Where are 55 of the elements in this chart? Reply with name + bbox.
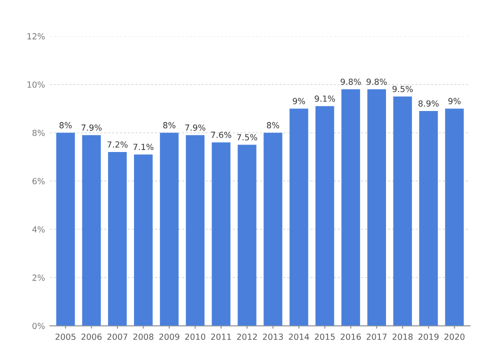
y-tick-label: 0% bbox=[32, 322, 45, 330]
data-label: 9.5% bbox=[392, 86, 413, 92]
data-label: 8% bbox=[60, 122, 72, 128]
x-tick-label: 2012 bbox=[237, 334, 257, 340]
bar bbox=[212, 142, 230, 326]
data-label: 8% bbox=[266, 122, 280, 128]
y-tick-label: 4% bbox=[32, 226, 45, 233]
bar bbox=[186, 135, 205, 326]
bar bbox=[134, 154, 153, 326]
x-tick-label: 2014 bbox=[288, 334, 310, 340]
data-label: 9% bbox=[292, 98, 306, 104]
data-label: 7.5% bbox=[237, 134, 258, 140]
x-tick-label: 2015 bbox=[314, 334, 335, 340]
bar bbox=[56, 132, 75, 326]
data-label: 7.1% bbox=[133, 144, 154, 150]
bar bbox=[108, 152, 127, 326]
x-tick-label: 2013 bbox=[262, 334, 283, 340]
data-label: 9.8% bbox=[340, 78, 361, 85]
data-label: 7.9% bbox=[185, 124, 206, 131]
x-tick-label: 2018 bbox=[392, 334, 413, 340]
x-tick-label: 2020 bbox=[444, 334, 464, 340]
bar bbox=[238, 144, 256, 326]
data-label: 8% bbox=[163, 122, 176, 128]
bar bbox=[160, 132, 179, 326]
x-tick-label: 2019 bbox=[418, 334, 439, 340]
bar bbox=[367, 89, 386, 326]
x-tick-label: 2005 bbox=[56, 334, 76, 340]
bar bbox=[393, 96, 412, 326]
y-tick-label: 10% bbox=[28, 81, 45, 88]
x-tick-label: 2008 bbox=[133, 334, 154, 340]
y-tick-label: 2% bbox=[32, 274, 45, 281]
data-label: 9.8% bbox=[366, 78, 387, 85]
bar bbox=[419, 111, 438, 326]
data-label: 7.2% bbox=[108, 141, 128, 148]
x-tick-label: 2010 bbox=[185, 334, 206, 340]
bar bbox=[315, 106, 334, 326]
y-tick-label: 12% bbox=[28, 33, 45, 40]
data-label: 7.6% bbox=[211, 132, 232, 138]
data-label: 9.1% bbox=[314, 95, 335, 102]
data-label: 8.9% bbox=[418, 100, 439, 107]
x-tick-label: 2016 bbox=[340, 334, 361, 340]
bar bbox=[445, 108, 464, 326]
data-label: 7.9% bbox=[82, 124, 102, 131]
x-tick-label: 2011 bbox=[211, 334, 231, 340]
data-label: 9% bbox=[448, 98, 461, 104]
bar bbox=[82, 135, 101, 326]
y-tick-label: 6% bbox=[32, 178, 45, 184]
y-tick-label: 8% bbox=[32, 130, 45, 136]
x-tick-label: 2009 bbox=[159, 334, 180, 340]
bar bbox=[290, 108, 308, 326]
x-tick-label: 2007 bbox=[107, 334, 128, 340]
bar bbox=[341, 89, 360, 326]
x-tick-label: 2017 bbox=[366, 334, 387, 340]
bar bbox=[264, 132, 282, 326]
x-tick-label: 2006 bbox=[81, 334, 102, 340]
